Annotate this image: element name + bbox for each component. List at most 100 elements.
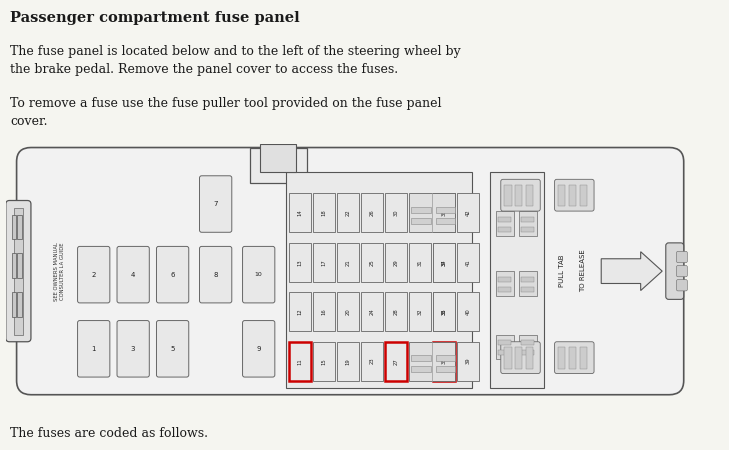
Bar	[411, 207, 431, 212]
Text: 20: 20	[346, 308, 351, 315]
Text: 26: 26	[370, 210, 375, 216]
FancyBboxPatch shape	[501, 342, 540, 374]
Text: 36: 36	[442, 308, 447, 315]
Bar	[386, 194, 407, 232]
Bar	[386, 292, 407, 331]
Bar	[526, 185, 533, 206]
Text: 29: 29	[394, 259, 399, 266]
Text: 10: 10	[255, 272, 262, 277]
Bar	[498, 277, 511, 282]
Text: 14: 14	[297, 210, 303, 216]
Bar	[526, 347, 533, 369]
Bar	[17, 253, 22, 278]
Text: 27: 27	[394, 358, 399, 364]
Bar	[457, 342, 479, 381]
Bar	[289, 194, 311, 232]
FancyBboxPatch shape	[117, 247, 149, 303]
Text: 15: 15	[321, 358, 327, 364]
Text: 7: 7	[214, 201, 218, 207]
FancyBboxPatch shape	[501, 179, 540, 211]
Bar	[521, 287, 534, 292]
FancyBboxPatch shape	[677, 279, 687, 291]
Bar	[558, 347, 566, 369]
Bar	[496, 271, 514, 296]
FancyBboxPatch shape	[666, 243, 684, 299]
Text: Passenger compartment fuse panel: Passenger compartment fuse panel	[10, 11, 300, 25]
Text: 16: 16	[321, 308, 327, 315]
Text: 8: 8	[214, 272, 218, 278]
Text: 32: 32	[418, 308, 423, 315]
FancyBboxPatch shape	[243, 247, 275, 303]
Text: 38: 38	[442, 210, 447, 216]
Text: SEE OWNERS MANUAL
CONSULTER LA GUIDE: SEE OWNERS MANUAL CONSULTER LA GUIDE	[54, 242, 66, 301]
Bar	[410, 292, 431, 331]
Bar	[410, 342, 455, 381]
FancyBboxPatch shape	[555, 179, 594, 211]
FancyBboxPatch shape	[677, 266, 687, 277]
Text: 6: 6	[171, 272, 175, 278]
Text: 30: 30	[394, 210, 399, 216]
Bar	[313, 194, 335, 232]
Bar	[17, 292, 22, 317]
Bar	[569, 347, 576, 369]
Bar	[521, 217, 534, 222]
FancyBboxPatch shape	[555, 342, 594, 374]
Bar	[580, 185, 587, 206]
Text: 18: 18	[321, 210, 327, 216]
Bar	[12, 292, 16, 317]
Bar	[411, 366, 431, 372]
Bar	[313, 342, 335, 381]
Bar	[519, 211, 537, 236]
Bar	[457, 243, 479, 282]
Bar	[286, 172, 472, 387]
Text: 35: 35	[442, 358, 447, 364]
Text: 4: 4	[131, 272, 136, 278]
FancyArrow shape	[601, 252, 662, 291]
Bar	[17, 215, 22, 239]
Bar	[362, 194, 383, 232]
Text: The fuses are coded as follows.: The fuses are coded as follows.	[10, 427, 208, 440]
Bar	[362, 292, 383, 331]
Text: 11: 11	[297, 358, 303, 364]
FancyBboxPatch shape	[117, 320, 149, 377]
Bar	[498, 227, 511, 232]
Bar	[338, 292, 359, 331]
Text: 21: 21	[346, 259, 351, 266]
Text: 9: 9	[257, 346, 261, 352]
Bar	[433, 292, 455, 331]
Bar	[15, 207, 23, 335]
Bar	[250, 148, 307, 183]
Bar	[519, 271, 537, 296]
Bar	[435, 207, 455, 212]
Bar	[496, 335, 514, 360]
Bar	[410, 194, 455, 232]
Bar	[580, 347, 587, 369]
FancyBboxPatch shape	[17, 148, 684, 395]
Text: 12: 12	[297, 308, 303, 315]
Text: 37: 37	[442, 259, 447, 266]
Text: 19: 19	[346, 358, 351, 364]
Bar	[498, 217, 511, 222]
Bar	[521, 350, 534, 355]
Bar	[289, 342, 311, 381]
Bar	[521, 340, 534, 345]
Bar	[338, 243, 359, 282]
Bar	[515, 347, 522, 369]
Bar	[411, 218, 431, 224]
FancyBboxPatch shape	[677, 252, 687, 263]
Text: TO RELEASE: TO RELEASE	[580, 250, 586, 292]
Bar	[12, 253, 16, 278]
Text: 2: 2	[92, 272, 96, 278]
Text: 13: 13	[297, 259, 303, 266]
Bar	[362, 243, 383, 282]
Text: 22: 22	[346, 210, 351, 216]
Text: To remove a fuse use the fuse puller tool provided on the fuse panel
cover.: To remove a fuse use the fuse puller too…	[10, 97, 442, 128]
Bar	[435, 366, 455, 372]
Bar	[313, 292, 335, 331]
Bar	[260, 144, 297, 172]
Text: 31: 31	[418, 259, 423, 266]
Bar	[338, 342, 359, 381]
Text: 23: 23	[370, 358, 375, 364]
Text: 17: 17	[321, 259, 327, 266]
FancyBboxPatch shape	[157, 247, 189, 303]
